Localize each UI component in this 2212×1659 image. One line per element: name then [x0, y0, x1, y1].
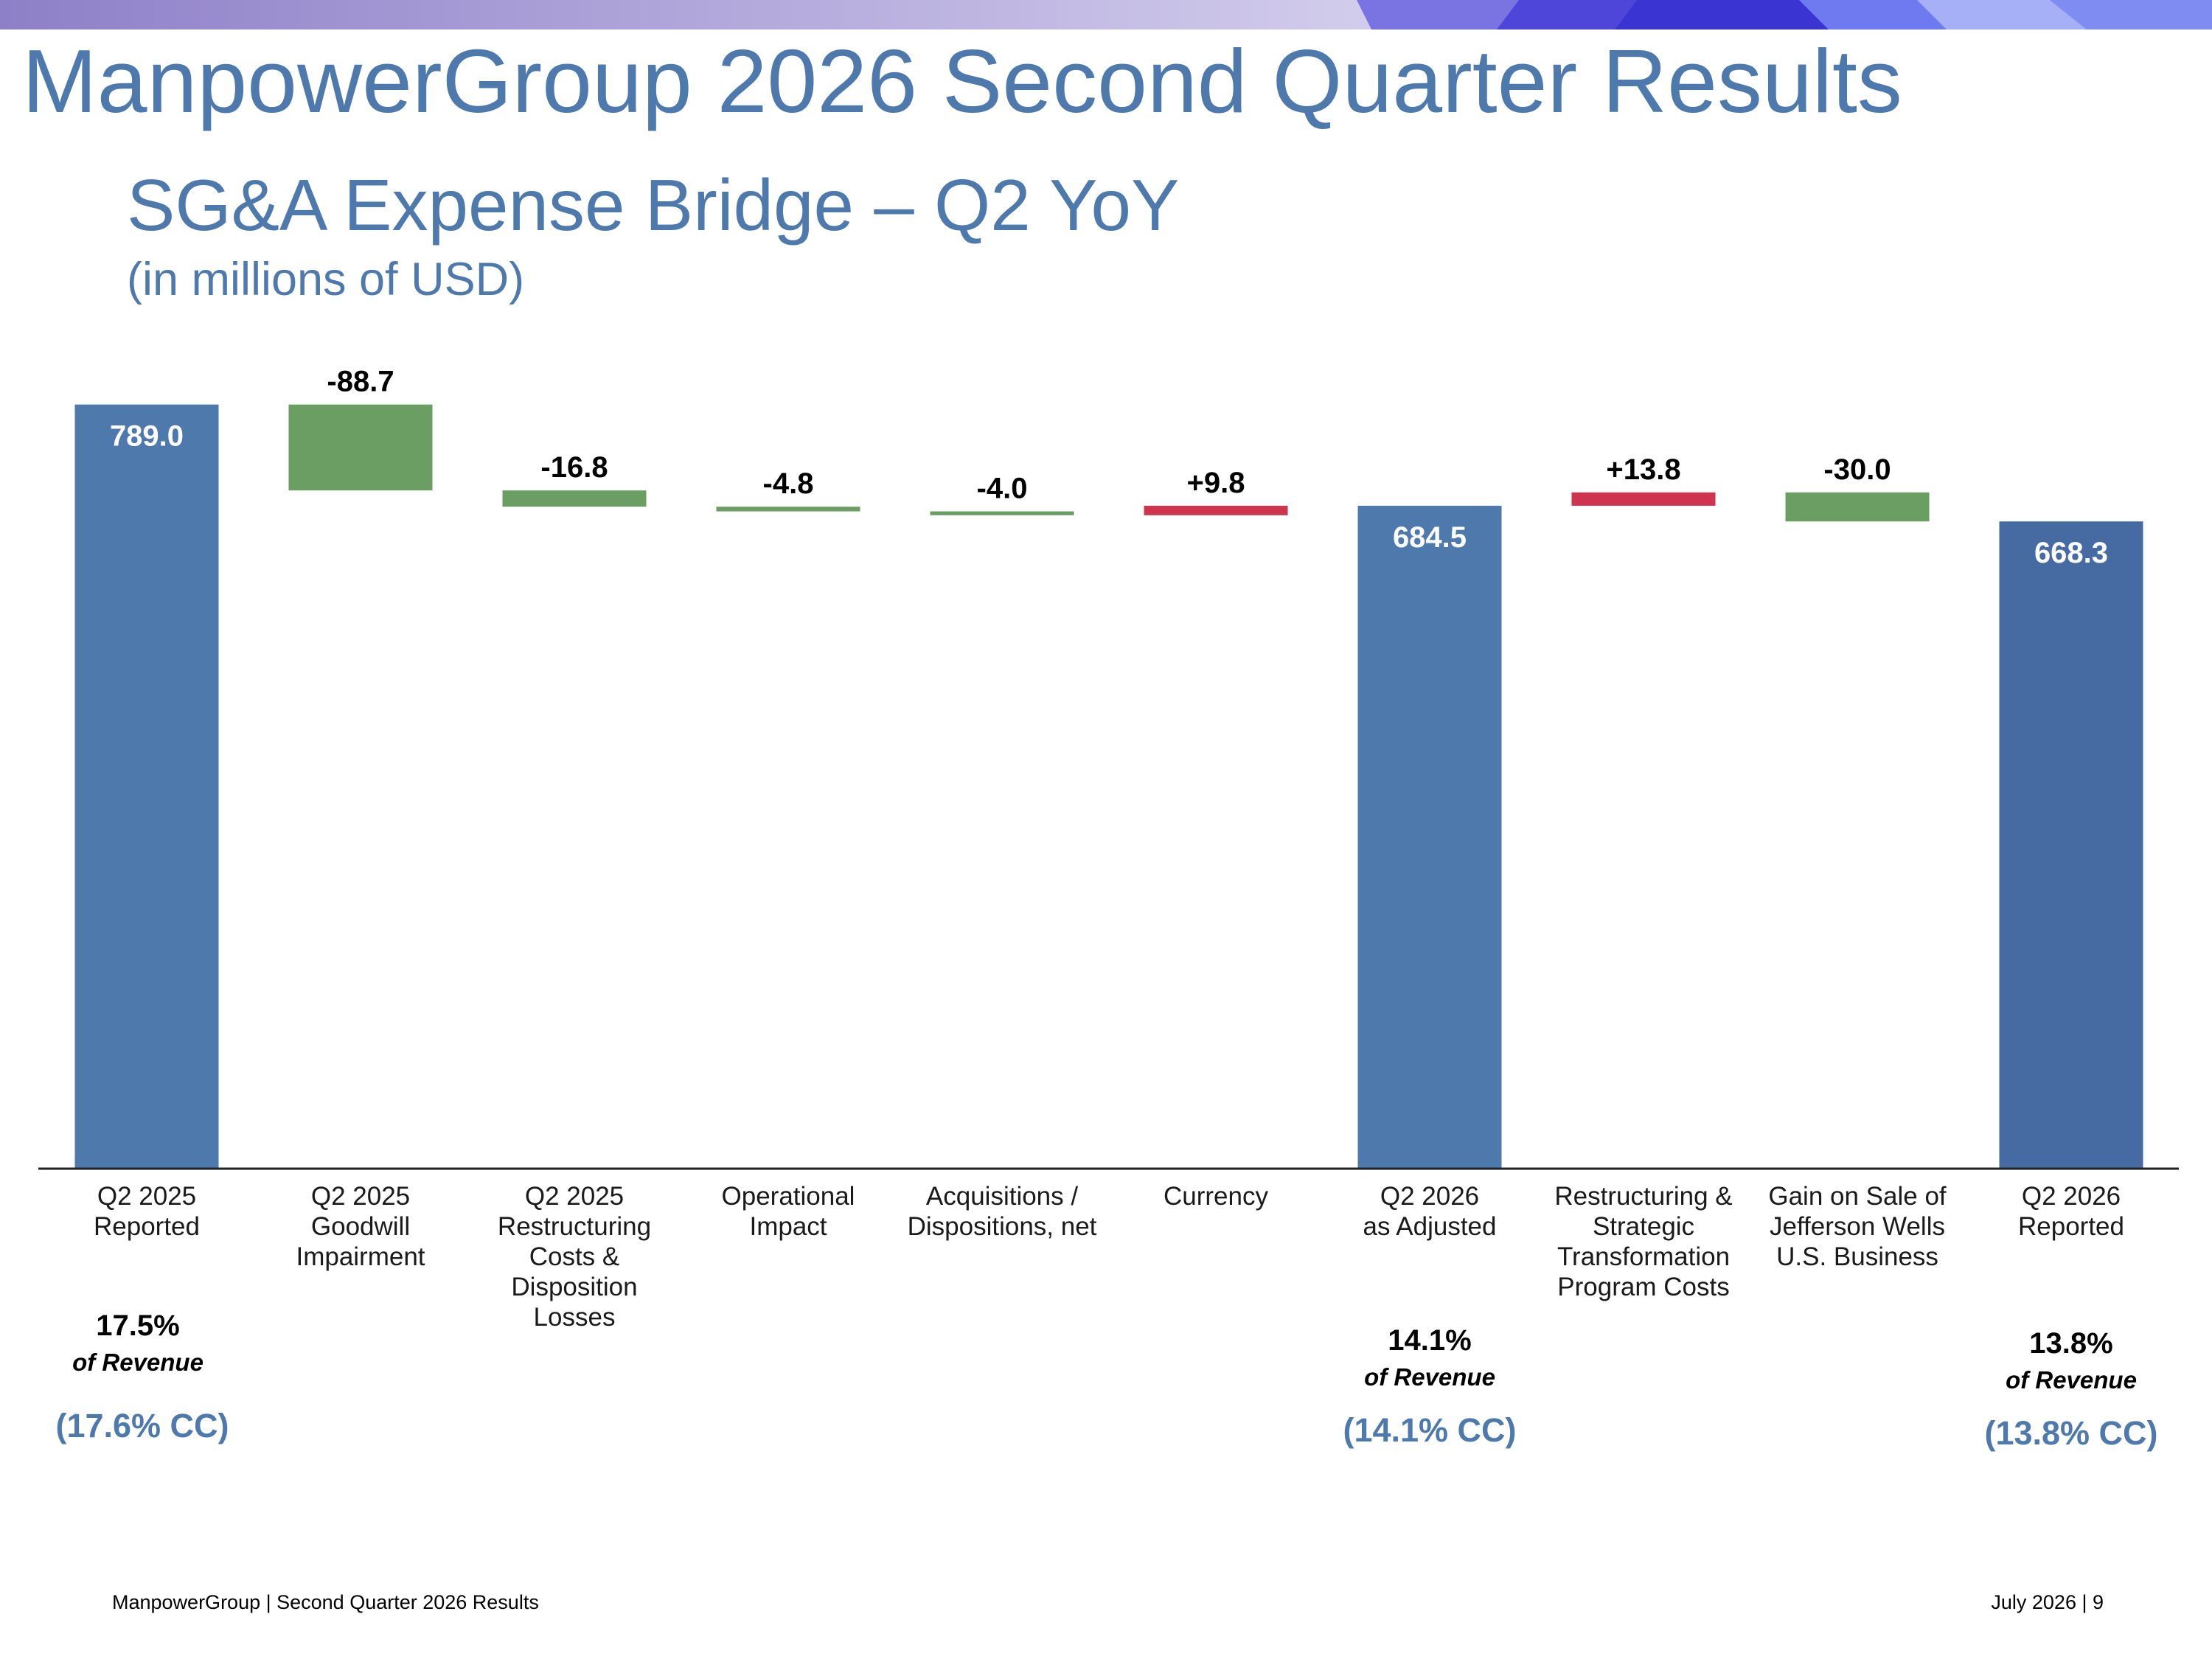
data-label-3: -4.8	[763, 467, 814, 500]
bar-1	[288, 404, 433, 491]
revenue-cc-0: (17.6% CC)	[55, 1407, 229, 1444]
bar-3	[716, 507, 860, 512]
x-tick-label-4: Acquisitions / Dispositions, net	[907, 1182, 1097, 1241]
revenue-pct-caption: of Revenue	[1364, 1363, 1495, 1391]
x-tick-label-3: Operational Impact	[721, 1182, 855, 1241]
bar-2	[502, 490, 647, 507]
data-label-5: +9.8	[1187, 467, 1245, 499]
bars-group	[74, 404, 2143, 1169]
page-title: ManpowerGroup 2026 Second Quarter Result…	[22, 31, 1902, 131]
bar-0	[74, 404, 219, 1169]
chart-units: (in millions of USD)	[127, 254, 525, 305]
x-tick-label-6: Q2 2026 as Adjusted	[1363, 1182, 1497, 1241]
x-tick-label-0: Q2 2025 Reported	[94, 1182, 200, 1241]
revenue-pct-block-1: 14.1% of Revenue	[1319, 1324, 1540, 1391]
x-tick-label-9: Q2 2026 Reported	[2018, 1182, 2124, 1241]
bar-8	[1785, 492, 1930, 522]
bar-9	[1999, 521, 2143, 1169]
footer-page-info: July 2026 | 9	[1991, 1591, 2104, 1613]
revenue-pct-value: 13.8%	[2029, 1327, 2113, 1360]
revenue-cc-2: (13.8% CC)	[1984, 1414, 2158, 1452]
revenue-pct-caption: of Revenue	[2006, 1366, 2137, 1394]
x-tick-label-8: Gain on Sale of Jefferson Wells U.S. Busin…	[1768, 1182, 1947, 1271]
data-label-0: 789.0	[110, 420, 184, 453]
revenue-pct-value: 17.5%	[96, 1310, 180, 1342]
revenue-pct-block-2: 13.8% of Revenue	[1961, 1327, 2182, 1394]
bar-7	[1571, 492, 1716, 506]
chart-title: SG&A Expense Bridge – Q2 YoY	[127, 164, 1180, 246]
x-tick-label-2: Q2 2025 Restructuring Costs & Disposition Lo…	[497, 1182, 652, 1332]
bar-5	[1144, 505, 1288, 515]
data-label-6: 684.5	[1393, 521, 1467, 554]
top-decorative-band	[0, 0, 2212, 29]
x-tick-label-7: Restructuring & Strategic Transformation Pr…	[1554, 1182, 1733, 1301]
bar-4	[930, 511, 1074, 515]
revenue-pct-value: 14.1%	[1388, 1324, 1472, 1357]
x-tick-label-1: Q2 2025 Goodwill Impairment	[296, 1182, 425, 1271]
data-labels-group: 789.0 -88.7 -16.8 -4.8 -4.0 +9.8 684.5 +13.8 -30…	[110, 366, 2108, 570]
bar-6	[1357, 505, 1502, 1169]
footer-left: ManpowerGroup | Second Quarter 2026 Resu…	[112, 1591, 539, 1613]
revenue-pct-caption: of Revenue	[72, 1349, 204, 1376]
revenue-cc-1: (14.1% CC)	[1343, 1411, 1517, 1449]
top-band-graphic	[0, 0, 2212, 29]
data-label-4: -4.0	[977, 473, 1028, 505]
revenue-pct-block-0: 17.5% of Revenue	[27, 1310, 248, 1377]
x-tick-label-5: Currency	[1164, 1182, 1268, 1211]
data-label-1: -88.7	[327, 366, 394, 398]
data-label-7: +13.8	[1606, 453, 1680, 486]
data-label-8: -30.0	[1823, 453, 1891, 486]
data-label-2: -16.8	[540, 451, 608, 484]
data-label-9: 668.3	[2034, 537, 2108, 569]
